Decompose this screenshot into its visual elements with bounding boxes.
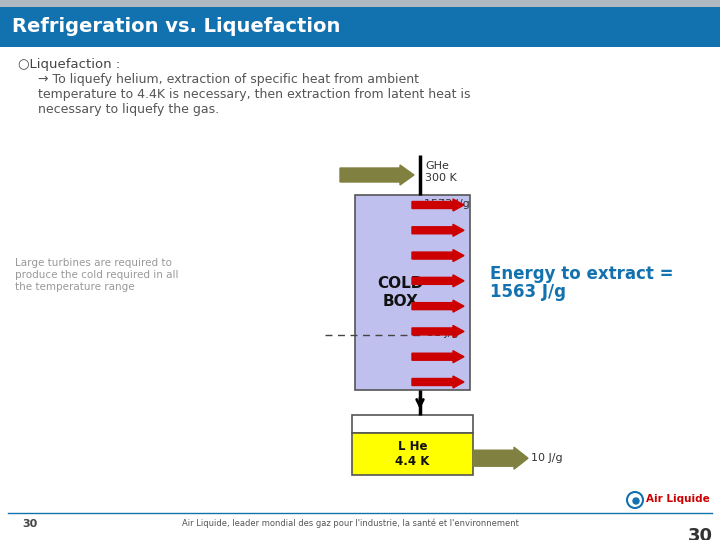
Text: produce the cold required in all: produce the cold required in all — [15, 270, 179, 280]
Text: ○Liquefaction :: ○Liquefaction : — [18, 58, 120, 71]
Text: the temperature range: the temperature range — [15, 282, 135, 292]
FancyArrow shape — [412, 376, 464, 388]
Text: Energy to extract =: Energy to extract = — [490, 265, 673, 283]
Text: L He
4.4 K: L He 4.4 K — [395, 440, 430, 468]
Text: Air Liquide, leader mondial des gaz pour l'industrie, la santé et l'environnemen: Air Liquide, leader mondial des gaz pour… — [181, 519, 518, 529]
Text: 30: 30 — [688, 527, 713, 540]
Text: 300 K: 300 K — [425, 173, 456, 183]
FancyArrow shape — [412, 224, 464, 237]
Text: 10 J/g: 10 J/g — [531, 453, 562, 463]
Text: Large turbines are required to: Large turbines are required to — [15, 258, 172, 268]
Text: 1563 J/g: 1563 J/g — [490, 283, 566, 301]
Bar — [0, 0, 720, 7]
FancyArrow shape — [412, 350, 464, 363]
Circle shape — [633, 498, 639, 504]
FancyArrow shape — [412, 199, 464, 211]
Text: → To liquefy helium, extraction of specific heat from ambient: → To liquefy helium, extraction of speci… — [38, 73, 419, 86]
Bar — [0, 7, 720, 47]
Text: 30: 30 — [22, 519, 37, 529]
Text: temperature to 4.4K is necessary, then extraction from latent heat is: temperature to 4.4K is necessary, then e… — [38, 88, 470, 101]
Text: 31 J/g: 31 J/g — [427, 328, 459, 338]
Text: necessary to liquefy the gas.: necessary to liquefy the gas. — [38, 103, 219, 116]
Text: Refrigeration vs. Liquefaction: Refrigeration vs. Liquefaction — [12, 17, 341, 37]
Text: COLD
BOX: COLD BOX — [377, 276, 423, 309]
FancyArrow shape — [340, 165, 414, 185]
Text: GHe: GHe — [425, 161, 449, 171]
Text: 1573 J/g: 1573 J/g — [424, 199, 469, 209]
Bar — [355, 195, 470, 390]
FancyArrow shape — [412, 275, 464, 287]
Bar — [352, 415, 473, 433]
FancyArrow shape — [412, 326, 464, 338]
FancyArrow shape — [412, 249, 464, 261]
FancyArrow shape — [473, 447, 528, 469]
Bar — [352, 433, 473, 475]
Text: Air Liquide: Air Liquide — [646, 494, 710, 504]
FancyArrow shape — [412, 300, 464, 312]
